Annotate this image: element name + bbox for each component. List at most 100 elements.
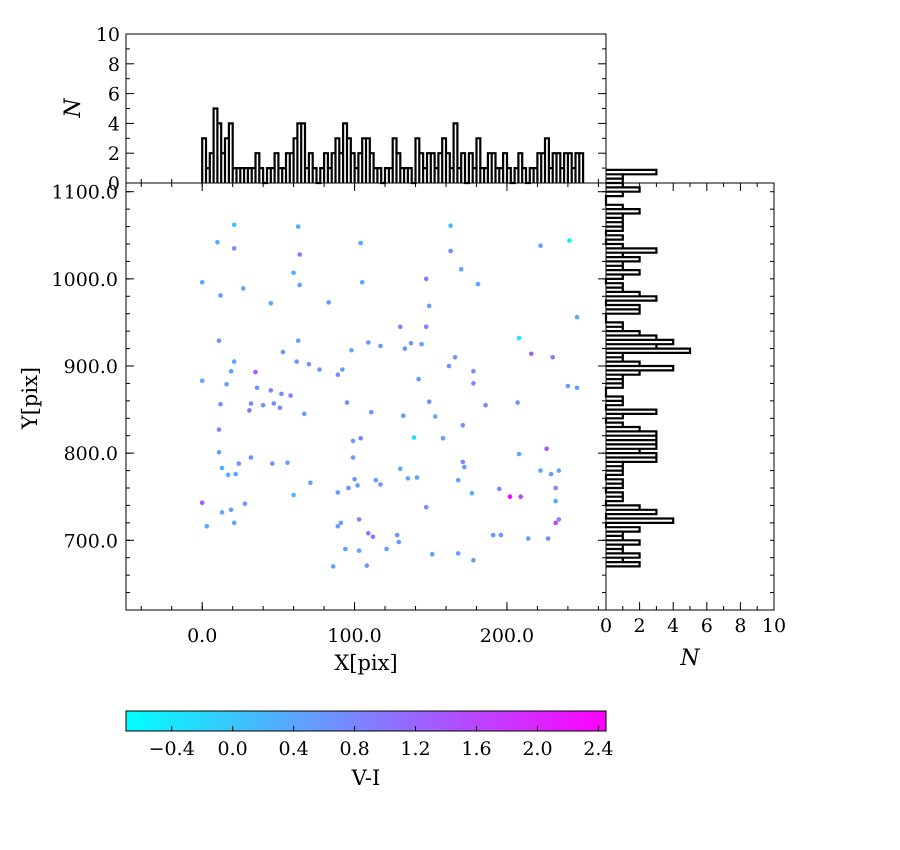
top-histogram: 0 2 4 6 8 10 N (61, 24, 607, 195)
scatter-point (277, 405, 283, 411)
scatter-point (366, 340, 371, 345)
scatter-point (369, 409, 374, 415)
scatter-point (398, 324, 403, 330)
colorbar-tick-label: 1.6 (461, 738, 491, 760)
scatter-point (199, 500, 205, 506)
scatter-point (402, 346, 408, 351)
scatter-point (247, 408, 252, 413)
scatter-point (297, 282, 303, 288)
scatter-point (398, 466, 403, 472)
scatter-point (423, 504, 429, 510)
scatter-point (373, 477, 379, 483)
top-histogram-outline (201, 107, 585, 185)
scatter-point (370, 534, 376, 540)
scatter-x-tick-label: 200.0 (480, 625, 534, 647)
scatter-point (216, 450, 222, 455)
scatter-y-tick-label: 1100.0 (52, 182, 118, 204)
scatter-point (475, 281, 481, 287)
scatter-point (458, 267, 464, 272)
scatter-point (349, 348, 354, 353)
scatter-point (248, 455, 254, 460)
scatter-point (460, 459, 466, 465)
colorbar-tick-label: 0.0 (218, 738, 248, 760)
scatter-point (330, 564, 336, 569)
scatter-point (414, 475, 420, 480)
scatter-point (285, 460, 290, 466)
colorbar-tick-label: 1.2 (400, 738, 430, 760)
scatter-point (291, 270, 296, 276)
scatter-y-axis-label: Y[pix] (18, 367, 42, 430)
scatter-point (471, 381, 476, 386)
scatter-point (231, 359, 237, 364)
scatter-point (483, 402, 488, 408)
top-histogram-y-tick-label: 4 (108, 113, 120, 135)
scatter-point (430, 551, 435, 557)
right-histogram-outline (604, 168, 692, 568)
scatter-point (340, 367, 345, 372)
scatter-point (498, 532, 504, 538)
scatter-point (358, 240, 364, 246)
scatter-point (550, 355, 555, 360)
scatter-point (378, 482, 383, 487)
scatter-point (271, 401, 277, 406)
scatter-point (416, 376, 421, 382)
scatter-point (356, 517, 362, 522)
scatter-point (291, 492, 296, 498)
scatter-point (346, 485, 351, 491)
scatter-point (567, 238, 572, 243)
scatter-point (356, 548, 362, 553)
scatter-point (279, 391, 284, 397)
scatter-point (359, 280, 365, 285)
scatter-point (490, 532, 496, 538)
scatter-point (364, 563, 370, 568)
scatter-x-tick-label: 0.0 (187, 625, 217, 647)
right-histogram: 0 2 4 6 8 10 N (600, 168, 786, 671)
scatter-point (228, 507, 234, 513)
scatter-point (280, 349, 286, 355)
scatter-point (538, 243, 543, 248)
scatter-point (199, 280, 205, 285)
top-histogram-y-tick-label: 0 (108, 173, 120, 195)
scatter-point (254, 385, 260, 391)
top-histogram-y-tick-label: 6 (108, 84, 120, 106)
scatter-point (236, 461, 242, 466)
scatter-y-tick-label: 900.0 (64, 356, 118, 378)
scatter-point (216, 338, 222, 344)
scatter-point (471, 558, 476, 563)
scatter-point (241, 286, 246, 291)
right-histogram-x-tick-label: 4 (667, 615, 679, 637)
scatter-point (455, 551, 461, 556)
scatter-plot: 0.0 100.0 200.0 700.0 800.0 900.0 1000.0 1100.0… (18, 182, 607, 675)
scatter-point (228, 368, 234, 374)
scatter-x-axis-label: X[pix] (334, 651, 397, 675)
scatter-point (219, 510, 225, 515)
scatter-point (516, 451, 522, 457)
scatter-point (518, 494, 523, 500)
scatter-point (288, 393, 293, 398)
scatter-point (423, 324, 429, 330)
top-histogram-y-axis-label: N (61, 98, 86, 119)
scatter-point (538, 468, 543, 473)
scatter-point (338, 520, 344, 526)
scatter-point (335, 524, 341, 529)
scatter-point (350, 438, 356, 444)
scatter-point (548, 471, 554, 477)
scatter-point (440, 436, 446, 441)
scatter-point (219, 465, 225, 471)
colorbar-tick-label: 0.4 (279, 738, 309, 760)
scatter-point (469, 490, 475, 496)
scatter-point (462, 464, 467, 470)
scatter-point (553, 520, 558, 526)
scatter-point (529, 351, 534, 357)
scatter-point (556, 517, 562, 522)
scatter-point (471, 368, 476, 374)
scatter-point (260, 402, 266, 408)
scatter-point (553, 498, 558, 504)
top-histogram-y-tick-label: 2 (108, 143, 120, 165)
scatter-point (565, 383, 571, 389)
colorbar-tick-label: 2.0 (522, 738, 552, 760)
scatter-point (497, 486, 502, 492)
colorbar-gradient (125, 710, 607, 732)
scatter-point (455, 477, 461, 483)
